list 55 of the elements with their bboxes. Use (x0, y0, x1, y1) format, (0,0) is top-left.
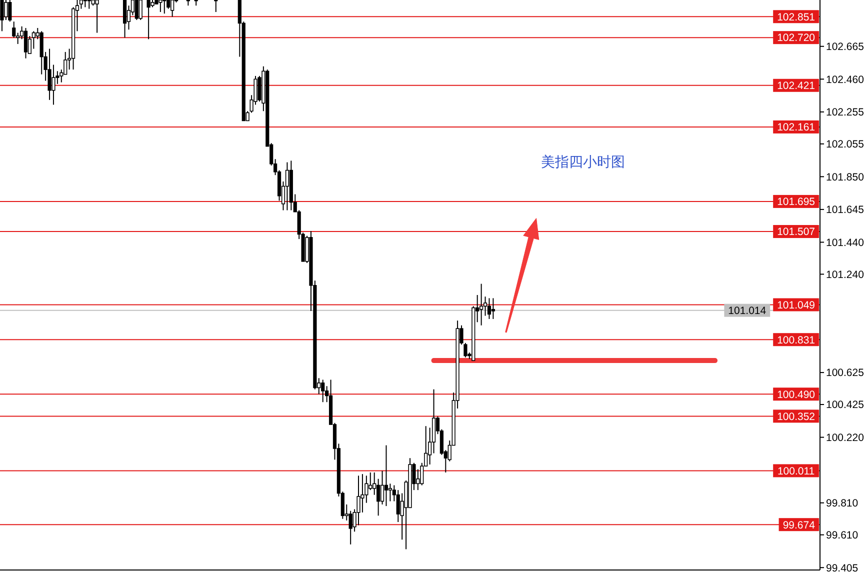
candlestick (24, 27, 28, 59)
y-tick-label: 100.625 (826, 367, 864, 380)
y-tick-label: 101.440 (826, 236, 864, 249)
y-tick-label: 100.220 (826, 432, 864, 444)
candlestick (480, 283, 484, 326)
y-tick-label: 99.610 (826, 530, 858, 542)
candlestick (48, 48, 52, 100)
candlestick (491, 298, 495, 320)
candlestick (348, 510, 352, 545)
y-tick-label: 100.425 (826, 399, 864, 412)
ref-line-label: 100.352 (777, 410, 816, 423)
ref-line-label: 101.014 (728, 305, 766, 318)
y-tick-label: 102.665 (826, 41, 864, 54)
candlestick (87, 0, 91, 10)
candlestick (8, 0, 12, 22)
candlestick (52, 64, 56, 106)
ref-line-label: 102.421 (777, 80, 816, 92)
y-tick-label: 102.055 (826, 138, 864, 151)
ref-line-label: 102.161 (777, 122, 816, 134)
candlestick (285, 162, 289, 211)
annotation: 美指四小时图 (541, 154, 626, 170)
candlestick (0, 0, 4, 32)
candlestick (122, 0, 127, 38)
candlestick (321, 379, 325, 403)
ref-line-label: 99.674 (782, 519, 816, 532)
candlestick (162, 0, 166, 14)
ref-line-label: 100.831 (777, 334, 816, 346)
candlestick (95, 0, 99, 34)
y-tick-label: 101.240 (826, 268, 864, 281)
ref-line-label: 100.490 (777, 388, 816, 401)
candlestick (388, 483, 392, 502)
candlestick (146, 0, 150, 40)
y-tick-label: 99.405 (826, 562, 858, 574)
candlestick (4, 0, 8, 20)
ref-line-label: 101.507 (777, 226, 816, 238)
candlestick (158, 0, 162, 12)
y-tick-label: 101.850 (826, 171, 864, 184)
ref-line-label: 102.851 (777, 11, 816, 24)
ref-line-label: 101.049 (777, 299, 816, 312)
candlestick (214, 0, 218, 12)
y-tick-label: 102.460 (826, 74, 864, 86)
candlestick (170, 0, 174, 18)
candlestick (12, 21, 16, 38)
candlestick (134, 0, 138, 20)
candlestick (138, 0, 142, 20)
y-tick-label: 101.645 (826, 204, 864, 216)
candlestick (258, 75, 262, 102)
candlestick (28, 35, 32, 54)
candlestick (384, 444, 388, 507)
ref-line-label: 101.695 (777, 196, 816, 208)
ref-line-label: 102.720 (777, 32, 816, 44)
candlestick (487, 298, 492, 320)
y-tick-label: 102.255 (826, 106, 864, 119)
y-tick-label: 99.810 (826, 498, 858, 510)
ref-line-label: 100.011 (777, 465, 815, 478)
